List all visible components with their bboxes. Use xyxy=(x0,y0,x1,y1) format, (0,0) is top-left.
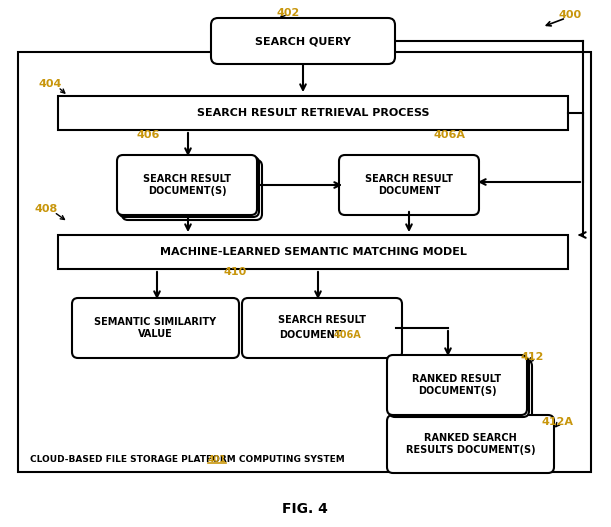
Text: FIG. 4: FIG. 4 xyxy=(282,502,328,516)
FancyBboxPatch shape xyxy=(242,298,402,358)
Text: 406: 406 xyxy=(136,130,159,140)
Text: RANKED SEARCH
RESULTS DOCUMENT(S): RANKED SEARCH RESULTS DOCUMENT(S) xyxy=(406,433,535,455)
Text: SEARCH RESULT RETRIEVAL PROCESS: SEARCH RESULT RETRIEVAL PROCESS xyxy=(197,108,430,118)
Text: SEARCH RESULT
DOCUMENT(S): SEARCH RESULT DOCUMENT(S) xyxy=(143,174,231,196)
Text: CLOUD-BASED FILE STORAGE PLATFORM COMPUTING SYSTEM: CLOUD-BASED FILE STORAGE PLATFORM COMPUT… xyxy=(30,455,345,464)
Text: RANKED RESULT
DOCUMENT(S): RANKED RESULT DOCUMENT(S) xyxy=(412,374,502,396)
FancyBboxPatch shape xyxy=(72,298,239,358)
Text: 401: 401 xyxy=(208,455,227,464)
FancyBboxPatch shape xyxy=(339,155,479,215)
Text: 402: 402 xyxy=(276,8,299,18)
Text: 410: 410 xyxy=(224,267,247,277)
FancyBboxPatch shape xyxy=(117,155,257,215)
FancyBboxPatch shape xyxy=(211,18,395,64)
Text: SEARCH QUERY: SEARCH QUERY xyxy=(255,36,351,46)
Text: DOCUMENT: DOCUMENT xyxy=(279,330,342,340)
Text: SEARCH RESULT
DOCUMENT: SEARCH RESULT DOCUMENT xyxy=(365,174,453,196)
FancyBboxPatch shape xyxy=(122,160,262,220)
Text: 406A: 406A xyxy=(434,130,466,140)
Text: 404: 404 xyxy=(38,79,62,89)
Bar xyxy=(18,52,591,472)
Text: SEARCH RESULT: SEARCH RESULT xyxy=(278,315,366,325)
FancyBboxPatch shape xyxy=(392,360,532,420)
Bar xyxy=(58,96,568,130)
Text: 412: 412 xyxy=(521,352,544,362)
FancyBboxPatch shape xyxy=(387,415,554,473)
FancyBboxPatch shape xyxy=(389,357,529,417)
Text: 412A: 412A xyxy=(542,417,574,427)
Text: 406A: 406A xyxy=(333,330,361,340)
FancyBboxPatch shape xyxy=(119,157,259,217)
FancyBboxPatch shape xyxy=(387,355,527,415)
Bar xyxy=(58,235,568,269)
Text: 408: 408 xyxy=(34,204,57,214)
Text: SEMANTIC SIMILARITY
VALUE: SEMANTIC SIMILARITY VALUE xyxy=(95,317,216,339)
Text: 400: 400 xyxy=(558,10,582,20)
Text: MACHINE-LEARNED SEMANTIC MATCHING MODEL: MACHINE-LEARNED SEMANTIC MATCHING MODEL xyxy=(159,247,466,257)
